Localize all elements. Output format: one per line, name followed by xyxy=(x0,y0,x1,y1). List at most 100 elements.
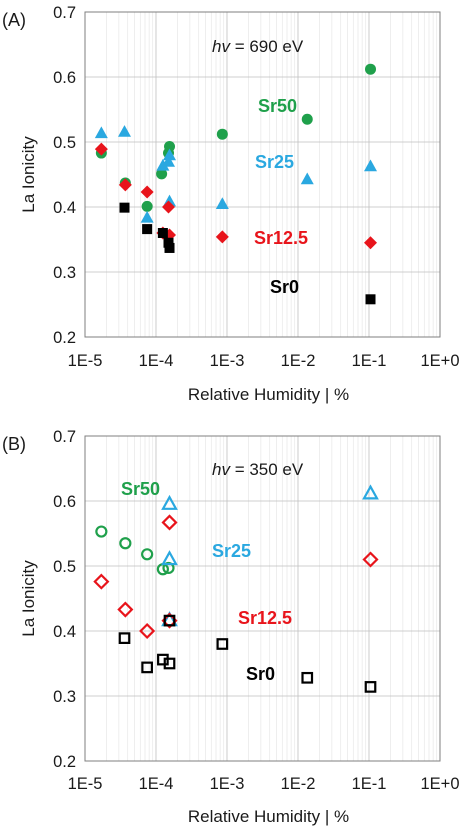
series-sr12-5 xyxy=(94,142,378,250)
annotation-symbol: hv xyxy=(212,460,231,479)
x-tick-label: 1E-2 xyxy=(281,352,316,370)
data-point-square xyxy=(216,638,229,650)
data-point-circle xyxy=(301,113,313,125)
x-axis-title: Relative Humidity | % xyxy=(188,807,349,826)
data-point-square xyxy=(163,614,176,627)
y-tick-label: 0.3 xyxy=(53,688,76,706)
data-point-circle xyxy=(365,63,377,75)
data-point-square xyxy=(157,228,168,238)
y-tick-label: 0.5 xyxy=(53,134,76,152)
y-tick-label: 0.4 xyxy=(53,199,76,217)
annotation-value: = 350 eV xyxy=(230,460,304,479)
data-point-triangle xyxy=(161,494,178,510)
data-point-circle xyxy=(216,128,228,140)
photon-energy-annotation: hv = 350 eV xyxy=(212,460,304,479)
data-point-circle xyxy=(119,537,132,550)
x-tick-label: 1E-3 xyxy=(210,352,245,370)
data-point-triangle xyxy=(163,148,177,161)
series-label-sr12-5: Sr12.5 xyxy=(238,608,292,628)
series-label-sr50: Sr50 xyxy=(121,479,160,499)
data-point-circle xyxy=(95,525,108,538)
data-point-triangle xyxy=(140,210,154,223)
x-axis-title: Relative Humidity | % xyxy=(188,385,349,404)
data-point-diamond xyxy=(117,601,134,618)
data-point-diamond xyxy=(139,622,156,640)
photon-energy-annotation: hv = 690 eV xyxy=(212,37,304,56)
y-tick-label: 0.5 xyxy=(53,558,76,576)
annotation-symbol: hv xyxy=(212,37,231,56)
data-point-diamond xyxy=(118,178,132,192)
data-point-square xyxy=(141,661,153,674)
panel-a-plot-frame xyxy=(84,11,441,338)
y-tick-label: 0.7 xyxy=(53,4,76,22)
series-label-sr50: Sr50 xyxy=(258,96,297,116)
y-tick-label: 0.6 xyxy=(53,69,76,87)
x-tick-label: 1E+0 xyxy=(421,775,460,793)
data-point-triangle xyxy=(162,155,176,167)
data-point-triangle xyxy=(364,159,378,172)
data-point-triangle xyxy=(215,197,229,209)
x-tick-label: 1E-4 xyxy=(139,352,174,370)
series-sr25 xyxy=(94,125,378,223)
y-tick-label: 0.7 xyxy=(53,428,76,446)
x-tick-label: 1E-5 xyxy=(68,352,103,370)
data-point-diamond xyxy=(140,185,154,199)
x-tick-label: 1E-2 xyxy=(281,775,316,793)
data-point-triangle xyxy=(161,550,178,566)
data-point-triangle xyxy=(94,126,108,139)
x-tick-label: 1E-4 xyxy=(139,775,174,793)
data-point-diamond xyxy=(93,573,110,590)
x-tick-label: 1E+0 xyxy=(421,352,460,370)
data-point-square xyxy=(119,202,130,213)
data-point-diamond xyxy=(94,142,108,156)
series-label-sr0: Sr0 xyxy=(270,277,299,297)
y-tick-label: 0.2 xyxy=(53,329,76,347)
series-label-sr12-5: Sr12.5 xyxy=(254,228,308,248)
data-point-circle xyxy=(141,548,154,561)
y-tick-label: 0.6 xyxy=(53,493,76,511)
y-tick-label: 0.3 xyxy=(53,264,76,282)
x-tick-label: 1E-1 xyxy=(352,352,387,370)
series-label-sr25: Sr25 xyxy=(255,152,294,172)
data-point-square xyxy=(118,632,131,645)
y-tick-label: 0.4 xyxy=(53,623,76,641)
x-tick-label: 1E-3 xyxy=(210,775,245,793)
data-point-diamond xyxy=(161,514,178,531)
x-tick-label: 1E-1 xyxy=(352,775,387,793)
data-point-square xyxy=(164,242,175,253)
data-point-diamond xyxy=(362,551,379,568)
panel-label: (A) xyxy=(2,10,26,30)
data-point-square xyxy=(163,237,174,248)
data-point-triangle xyxy=(117,125,131,137)
data-point-circle xyxy=(164,141,176,153)
data-point-circle xyxy=(156,168,168,180)
series-label-sr25: Sr25 xyxy=(212,541,251,561)
y-axis-title: La Ionicity xyxy=(19,560,38,637)
data-point-square xyxy=(301,671,314,684)
series-sr50 xyxy=(95,63,377,212)
data-point-square xyxy=(365,294,376,305)
data-point-square xyxy=(364,681,377,693)
series-sr50 xyxy=(95,525,175,576)
panel-b: 1E-5 1E-4 1E-3 1E-2 1E-1 1E+0 0.2 0.3 0.4 0.5 0.6 0… xyxy=(2,428,460,826)
series-label-sr0: Sr0 xyxy=(246,664,275,684)
x-tick-label: 1E-5 xyxy=(68,775,103,793)
panel-b-plot-frame xyxy=(84,435,441,762)
panel-a-grid xyxy=(84,11,441,338)
data-point-diamond xyxy=(162,200,176,214)
series-sr0 xyxy=(118,614,377,693)
data-point-triangle xyxy=(300,172,314,185)
data-point-circle xyxy=(141,200,153,212)
series-sr12-5 xyxy=(93,514,379,640)
y-tick-label: 0.2 xyxy=(53,753,76,771)
panel-label: (B) xyxy=(2,434,26,454)
data-point-triangle xyxy=(156,158,170,171)
data-point-diamond xyxy=(215,230,229,244)
data-point-square xyxy=(163,657,176,670)
data-point-square xyxy=(142,224,153,235)
annotation-value: = 690 eV xyxy=(230,37,304,56)
panel-a: 1E-5 1E-4 1E-3 1E-2 1E-1 1E+0 0.2 0.3 0.4 0.5 0.6 0… xyxy=(2,4,460,404)
y-axis-title: La Ionicity xyxy=(19,136,38,213)
data-point-triangle xyxy=(362,484,379,500)
